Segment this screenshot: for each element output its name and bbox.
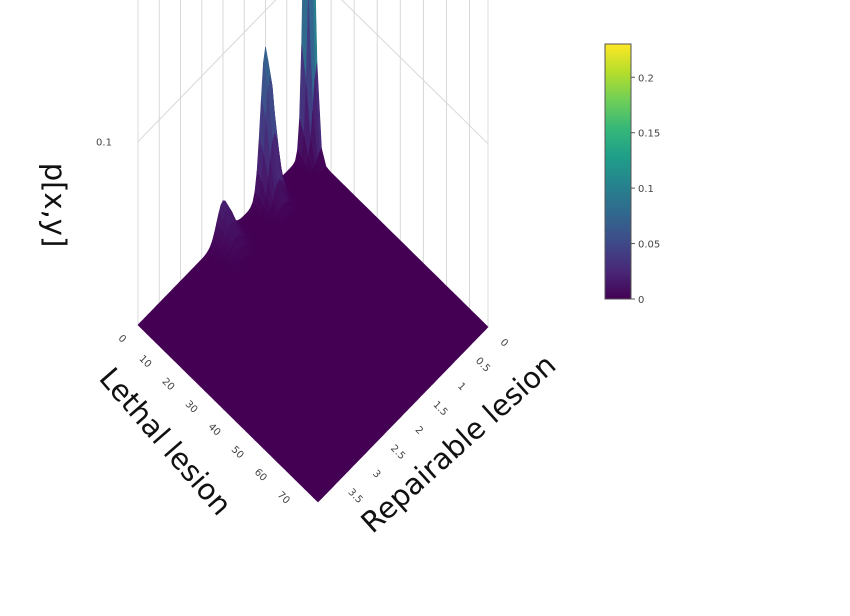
z-axis-title: p[x,y] — [38, 163, 72, 248]
colorbar-tick-label: 0.1 — [638, 184, 654, 195]
x-tick-label: 30 — [183, 399, 200, 416]
y-tick-label: 1 — [455, 381, 467, 393]
x-tick-label: 60 — [252, 467, 269, 484]
x-tick-label: 10 — [136, 354, 153, 371]
x-tick-label: 0 — [116, 333, 128, 345]
y-tick-label: 0 — [498, 337, 510, 349]
y-tick-label: 2.5 — [388, 443, 407, 462]
x-tick-label: 70 — [275, 490, 292, 507]
y-tick-label: 3 — [370, 468, 382, 480]
colorbar: 0 0.05 0.1 0.15 0.2 — [604, 43, 660, 306]
density-surface — [137, 0, 489, 503]
x-tick-label: 50 — [229, 444, 246, 461]
x-tick-label: 40 — [206, 422, 223, 439]
grid-line — [137, 0, 489, 145]
colorbar-gradient — [604, 43, 632, 300]
y-tick-label: 2 — [413, 425, 425, 437]
colorbar-tick-label: 0.05 — [638, 240, 660, 251]
x-tick-label: 20 — [160, 376, 177, 393]
z-tick-label: 0.1 — [96, 138, 112, 149]
colorbar-tick-label: 0.15 — [638, 129, 660, 140]
y-tick-label: 0.5 — [473, 356, 492, 375]
y-tick-label: 1.5 — [431, 399, 450, 418]
colorbar-tick-label: 0.2 — [638, 73, 654, 84]
colorbar-tick-label: 0 — [638, 295, 644, 306]
surface-patch — [313, 494, 321, 503]
y-tick-label: 3.5 — [346, 487, 365, 506]
colorbar-ticks: 0 0.05 0.1 0.15 0.2 — [631, 73, 660, 306]
